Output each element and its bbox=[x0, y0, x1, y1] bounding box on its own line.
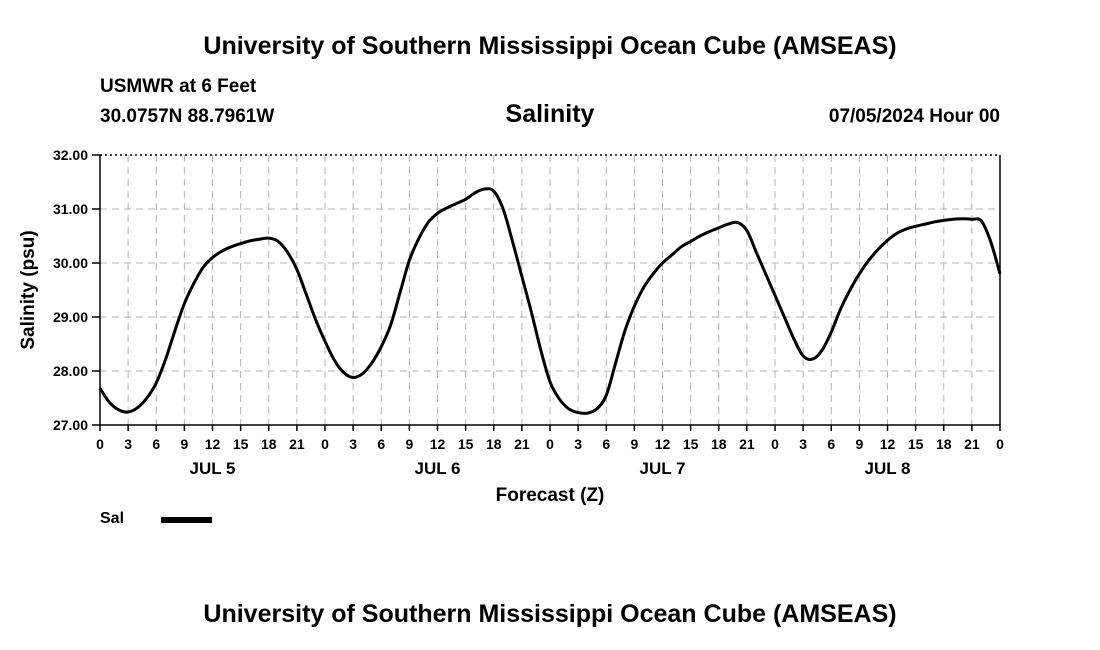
x-tick-label: 3 bbox=[349, 436, 357, 452]
x-tick-label: 21 bbox=[289, 436, 305, 452]
y-tick-label: 30.00 bbox=[53, 255, 88, 271]
x-tick-label: 15 bbox=[908, 436, 924, 452]
x-tick-label: 18 bbox=[261, 436, 277, 452]
x-tick-label: 18 bbox=[711, 436, 727, 452]
x-tick-label: 0 bbox=[546, 436, 554, 452]
y-tick-label: 29.00 bbox=[53, 309, 88, 325]
x-tick-label: 9 bbox=[855, 436, 863, 452]
day-label: JUL 5 bbox=[190, 459, 236, 478]
x-tick-label: 6 bbox=[377, 436, 385, 452]
x-tick-label: 21 bbox=[964, 436, 980, 452]
series-line-sal bbox=[98, 187, 1002, 415]
x-tick-label: 0 bbox=[321, 436, 329, 452]
x-tick-label: 9 bbox=[630, 436, 638, 452]
y-axis-title: Salinity (psu) bbox=[18, 230, 39, 349]
day-label: JUL 7 bbox=[640, 459, 686, 478]
x-tick-label: 3 bbox=[124, 436, 132, 452]
day-label: JUL 8 bbox=[865, 459, 911, 478]
x-tick-label: 15 bbox=[233, 436, 249, 452]
x-tick-label: 0 bbox=[771, 436, 779, 452]
x-tick-label: 15 bbox=[458, 436, 474, 452]
y-tick-label: 28.00 bbox=[53, 363, 88, 379]
grid-lines bbox=[100, 155, 1000, 425]
legend-label: Sal bbox=[100, 510, 125, 527]
series-layer bbox=[98, 187, 1002, 415]
x-axis-title: Forecast (Z) bbox=[496, 485, 605, 506]
x-tick-label: 6 bbox=[602, 436, 610, 452]
y-tick-label: 32.00 bbox=[53, 147, 88, 163]
legend-swatch bbox=[161, 517, 212, 523]
footer-title: University of Southern Mississippi Ocean… bbox=[203, 600, 897, 628]
x-tick-label: 12 bbox=[880, 436, 896, 452]
x-tick-label: 21 bbox=[514, 436, 530, 452]
station-coordinates: 30.0757N 88.7961W bbox=[100, 106, 275, 127]
x-tick-label: 12 bbox=[430, 436, 446, 452]
y-tick-label: 27.00 bbox=[53, 417, 88, 433]
chart-title: Salinity bbox=[505, 100, 595, 128]
x-tick-label: 0 bbox=[96, 436, 104, 452]
x-tick-label: 12 bbox=[655, 436, 671, 452]
page-title: University of Southern Mississippi Ocean… bbox=[203, 32, 897, 60]
x-tick-label: 6 bbox=[152, 436, 160, 452]
station-label: USMWR at 6 Feet bbox=[100, 76, 257, 97]
x-tick-label: 9 bbox=[405, 436, 413, 452]
x-tick-label: 9 bbox=[180, 436, 188, 452]
day-label: JUL 6 bbox=[415, 459, 461, 478]
x-tick-label: 6 bbox=[827, 436, 835, 452]
y-tick-label: 31.00 bbox=[53, 201, 88, 217]
x-tick-label: 18 bbox=[936, 436, 952, 452]
forecast-run-time: 07/05/2024 Hour 00 bbox=[828, 106, 1000, 127]
axis-labels: 27.00 28.00 29.00 30.00 31.00 32.00 0 3 6 9 12 15 18… bbox=[18, 147, 1004, 506]
x-tick-label: 18 bbox=[486, 436, 502, 452]
x-tick-label: 12 bbox=[205, 436, 221, 452]
x-tick-label: 0 bbox=[996, 436, 1004, 452]
x-tick-label: 3 bbox=[574, 436, 582, 452]
x-tick-label: 21 bbox=[739, 436, 755, 452]
chart-axes bbox=[92, 154, 1001, 431]
x-tick-label: 15 bbox=[683, 436, 699, 452]
x-tick-label: 3 bbox=[799, 436, 807, 452]
